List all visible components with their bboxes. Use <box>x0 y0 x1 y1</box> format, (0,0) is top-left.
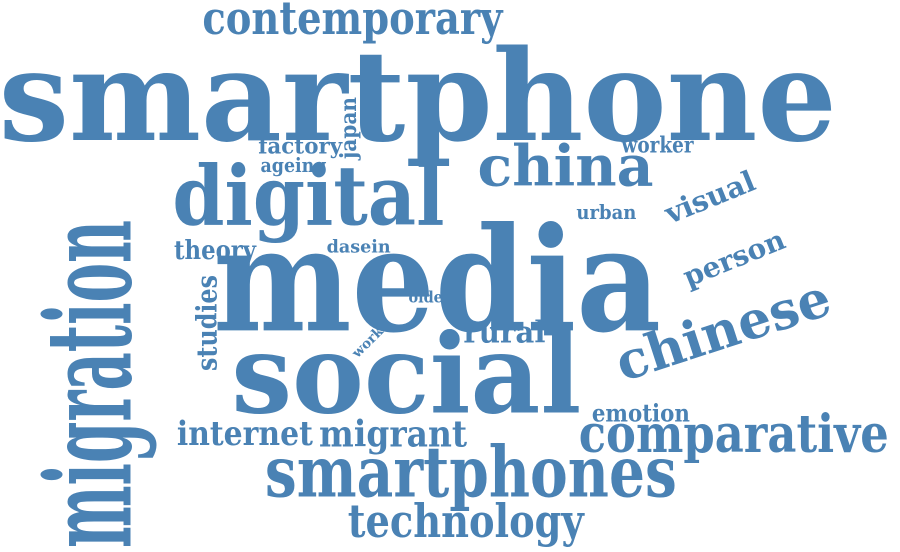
word-ageing: ageing <box>259 153 327 177</box>
word-media: media <box>212 195 661 365</box>
word-theory: theory <box>173 234 256 266</box>
word-japan: japan <box>335 97 361 159</box>
word-dasein: dasein <box>326 235 392 257</box>
word-older: older <box>407 287 450 307</box>
word-studies: studies <box>190 274 224 372</box>
word-worker: worker <box>621 132 694 158</box>
word-visual: visual <box>659 163 761 231</box>
word-smartphones: smartphones <box>265 430 677 514</box>
word-rural: rural <box>462 314 545 350</box>
word-smartphone: smartphone <box>0 21 838 171</box>
word-technology: technology <box>348 493 584 549</box>
word-urban: urban <box>575 200 637 224</box>
word-china: china <box>478 132 654 200</box>
word-migration: migration <box>19 220 159 548</box>
word-migrant: migrant <box>318 412 467 456</box>
word-social: social <box>230 309 581 439</box>
word-contemporary: contemporary <box>202 0 502 46</box>
word-digital: digital <box>171 147 444 245</box>
word-comparative: comparative <box>578 403 889 465</box>
word-factory: factory <box>257 133 342 159</box>
word-internet: internet <box>177 412 313 454</box>
word-emotion: emotion <box>591 398 691 428</box>
